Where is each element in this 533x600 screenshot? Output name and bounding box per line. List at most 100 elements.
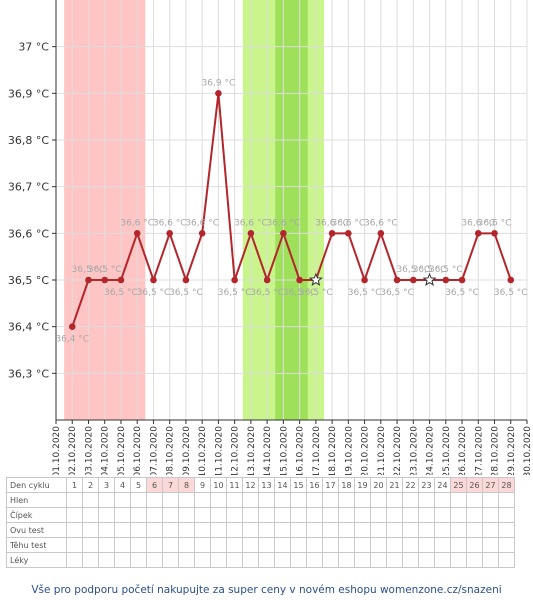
entry-cell[interactable] — [210, 507, 227, 523]
entry-cell[interactable] — [210, 537, 227, 553]
entry-cell[interactable] — [386, 492, 403, 508]
entry-cell[interactable] — [338, 522, 355, 538]
entry-cell[interactable] — [402, 552, 419, 568]
entry-cell[interactable] — [322, 492, 339, 508]
entry-cell[interactable] — [434, 552, 451, 568]
entry-cell[interactable] — [450, 492, 467, 508]
entry-cell[interactable] — [418, 507, 435, 523]
entry-cell[interactable] — [130, 552, 147, 568]
entry-cell[interactable] — [66, 492, 83, 508]
entry-cell[interactable] — [322, 537, 339, 553]
entry-cell[interactable] — [114, 507, 131, 523]
entry-cell[interactable] — [210, 522, 227, 538]
entry-cell[interactable] — [386, 507, 403, 523]
entry-cell[interactable] — [98, 507, 115, 523]
entry-cell[interactable] — [98, 552, 115, 568]
entry-cell[interactable] — [226, 522, 243, 538]
entry-cell[interactable] — [306, 537, 323, 553]
entry-cell[interactable] — [242, 537, 259, 553]
entry-cell[interactable] — [114, 537, 131, 553]
entry-cell[interactable] — [162, 492, 179, 508]
entry-cell[interactable] — [434, 492, 451, 508]
entry-cell[interactable] — [146, 537, 163, 553]
entry-cell[interactable] — [354, 552, 371, 568]
entry-cell[interactable] — [162, 507, 179, 523]
entry-cell[interactable] — [466, 537, 483, 553]
entry-cell[interactable] — [450, 552, 467, 568]
entry-cell[interactable] — [498, 552, 515, 568]
entry-cell[interactable] — [418, 492, 435, 508]
entry-cell[interactable] — [146, 492, 163, 508]
entry-cell[interactable] — [466, 492, 483, 508]
entry-cell[interactable] — [98, 492, 115, 508]
entry-cell[interactable] — [466, 552, 483, 568]
entry-cell[interactable] — [130, 507, 147, 523]
entry-cell[interactable] — [306, 492, 323, 508]
entry-cell[interactable] — [66, 507, 83, 523]
entry-cell[interactable] — [402, 522, 419, 538]
entry-cell[interactable] — [226, 507, 243, 523]
entry-cell[interactable] — [386, 537, 403, 553]
entry-cell[interactable] — [402, 507, 419, 523]
entry-cell[interactable] — [322, 507, 339, 523]
entry-cell[interactable] — [82, 552, 99, 568]
entry-cell[interactable] — [242, 507, 259, 523]
entry-cell[interactable] — [338, 507, 355, 523]
entry-cell[interactable] — [418, 537, 435, 553]
entry-cell[interactable] — [306, 507, 323, 523]
entry-cell[interactable] — [290, 492, 307, 508]
entry-cell[interactable] — [146, 507, 163, 523]
entry-cell[interactable] — [98, 522, 115, 538]
entry-cell[interactable] — [274, 492, 291, 508]
entry-cell[interactable] — [258, 552, 275, 568]
entry-cell[interactable] — [498, 537, 515, 553]
entry-cell[interactable] — [82, 492, 99, 508]
entry-cell[interactable] — [402, 537, 419, 553]
entry-cell[interactable] — [114, 552, 131, 568]
entry-cell[interactable] — [290, 537, 307, 553]
entry-cell[interactable] — [434, 522, 451, 538]
entry-cell[interactable] — [162, 552, 179, 568]
entry-cell[interactable] — [450, 537, 467, 553]
entry-cell[interactable] — [178, 537, 195, 553]
entry-cell[interactable] — [258, 522, 275, 538]
entry-cell[interactable] — [194, 507, 211, 523]
entry-cell[interactable] — [178, 492, 195, 508]
entry-cell[interactable] — [178, 522, 195, 538]
entry-cell[interactable] — [258, 507, 275, 523]
entry-cell[interactable] — [66, 552, 83, 568]
entry-cell[interactable] — [98, 537, 115, 553]
entry-cell[interactable] — [482, 492, 499, 508]
entry-cell[interactable] — [434, 507, 451, 523]
entry-cell[interactable] — [194, 552, 211, 568]
entry-cell[interactable] — [226, 492, 243, 508]
entry-cell[interactable] — [498, 492, 515, 508]
entry-cell[interactable] — [290, 522, 307, 538]
entry-cell[interactable] — [370, 552, 387, 568]
entry-cell[interactable] — [258, 537, 275, 553]
entry-cell[interactable] — [306, 522, 323, 538]
entry-cell[interactable] — [370, 492, 387, 508]
entry-cell[interactable] — [146, 552, 163, 568]
entry-cell[interactable] — [370, 522, 387, 538]
entry-cell[interactable] — [354, 507, 371, 523]
entry-cell[interactable] — [66, 537, 83, 553]
entry-cell[interactable] — [450, 507, 467, 523]
entry-cell[interactable] — [498, 522, 515, 538]
entry-cell[interactable] — [450, 522, 467, 538]
entry-cell[interactable] — [418, 522, 435, 538]
entry-cell[interactable] — [322, 522, 339, 538]
entry-cell[interactable] — [386, 552, 403, 568]
entry-cell[interactable] — [482, 507, 499, 523]
entry-cell[interactable] — [290, 552, 307, 568]
entry-cell[interactable] — [338, 492, 355, 508]
eshop-promo-link[interactable]: Vše pro podporu početí nakupujte za supe… — [31, 584, 502, 596]
entry-cell[interactable] — [162, 537, 179, 553]
entry-cell[interactable] — [418, 552, 435, 568]
entry-cell[interactable] — [370, 537, 387, 553]
entry-cell[interactable] — [354, 492, 371, 508]
entry-cell[interactable] — [82, 537, 99, 553]
entry-cell[interactable] — [130, 522, 147, 538]
entry-cell[interactable] — [194, 537, 211, 553]
entry-cell[interactable] — [258, 492, 275, 508]
